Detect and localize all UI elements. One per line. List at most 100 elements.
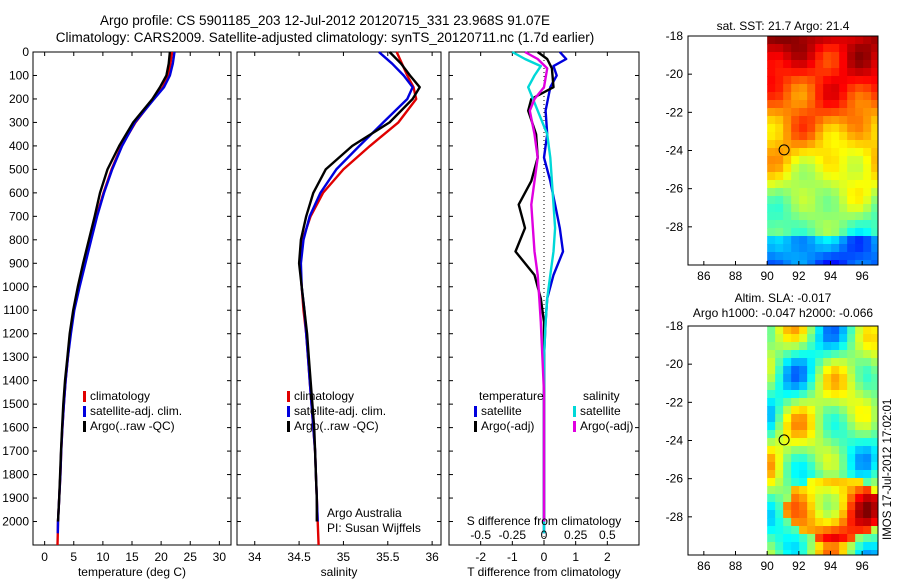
sla_map-cell [855,398,864,407]
sla_map-cell [831,406,840,415]
sla_map-cell [847,350,856,359]
temperature-xtick-label: 0 [41,550,48,564]
sst_map-cell [791,36,800,45]
sla_map-cell [799,446,808,455]
sla_map-cell [855,358,864,367]
sla_map-cell [871,502,879,511]
sla_map-cell [847,326,856,335]
sst_map-cell [871,164,879,173]
sla_map-cell [863,526,872,535]
sst_map-cell [807,260,816,266]
sla_map-cell [871,446,879,455]
sst_map-cell [871,148,879,157]
sla_map-cell [855,478,864,487]
sst_map-cell [807,220,816,229]
sst_map-cell [847,60,856,69]
sst_map-cell [839,188,848,197]
sst_map-cell [775,164,784,173]
sst_map-cell [871,156,879,165]
sst_map-cell [791,172,800,181]
sst_map-cell [871,140,879,149]
sst_map-cell [871,44,879,53]
sla_map-cell [863,494,872,503]
sst_map-cell [831,92,840,101]
sla_map-cell [871,518,879,527]
sst_map-cell [871,228,879,237]
sst_map-cell [783,188,792,197]
sst_map-cell [831,132,840,141]
sst_map-cell [783,164,792,173]
sst_map-cell [831,212,840,221]
sla_map-cell [775,462,784,471]
sst_map-cell [767,36,776,45]
sla_map-cell [863,326,872,335]
sst_map-cell [839,68,848,77]
sst_map-cell [823,196,832,205]
sst_map-cell [815,164,824,173]
depth-tick-label: 700 [9,209,29,223]
sst_map-cell [775,244,784,253]
sla_map-cell [783,478,792,487]
sst_map-cell [775,236,784,245]
sla_map-cell [807,470,816,479]
sla_map-cell [783,414,792,423]
sst_map-cell [847,212,856,221]
sst_map-cell [839,44,848,53]
sla_map-cell [863,478,872,487]
sla_map-cell [855,414,864,423]
sla_map-cell [767,526,776,535]
sla_map-cell [815,494,824,503]
sla_map-cell [855,326,864,335]
sst_map-cell [823,36,832,45]
sla_map-cell [791,406,800,415]
sst_map-cell [831,60,840,69]
sst_map-cell [783,52,792,61]
sst_map-cell [775,132,784,141]
sla_map-cell [847,406,856,415]
sst_map-cell [799,116,808,125]
sst_map-cell [831,156,840,165]
sla_map-cell [815,526,824,535]
sst_map-cell [871,220,879,229]
salinity-series-argo-raw-qc- [297,51,421,522]
sla_map-cell [807,390,816,399]
diff-legend-label: satellite [580,404,621,418]
sst_map-panel [687,35,879,266]
sst_map-cell [783,228,792,237]
sla_map-cell [775,430,784,439]
sla_map-cell [815,414,824,423]
sst_map-cell [775,156,784,165]
sla_map-cell [855,470,864,479]
sst_map-cell [791,252,800,261]
sla_map-cell [855,494,864,503]
diff-xtick-label: 1 [572,550,579,564]
sst_map-cell [855,196,864,205]
sla_map-cell [823,382,832,391]
sla_map-cell [863,502,872,511]
sla_map-cell [775,422,784,431]
sst_map-cell [799,124,808,133]
sst_map-cell [791,180,800,189]
sst_map-xtick-label: 90 [760,269,774,283]
sla_map-cell [823,478,832,487]
sst_map-cell [839,172,848,181]
sst_map-cell [863,260,872,266]
sst_map-cell [839,228,848,237]
sla_map-cell [831,374,840,383]
sst_map-cell [815,252,824,261]
sla_map-cell [799,550,808,556]
sla_map-cell [847,446,856,455]
sst_map-cell [775,188,784,197]
diff-x2tick-label: 0.5 [599,528,616,542]
sla_map-cell [831,350,840,359]
sst_map-cell [847,260,856,266]
sla_map-cell [839,502,848,511]
sst_map-cell [823,116,832,125]
sla_map-cell [871,430,879,439]
sst_map-cell [863,252,872,261]
diff-legend-header-temperature: temperature [479,389,544,403]
sst_map-cell [815,76,824,85]
sla_map-cell [815,374,824,383]
sst_map-cell [783,36,792,45]
depth-tick-label: 1000 [2,280,29,294]
